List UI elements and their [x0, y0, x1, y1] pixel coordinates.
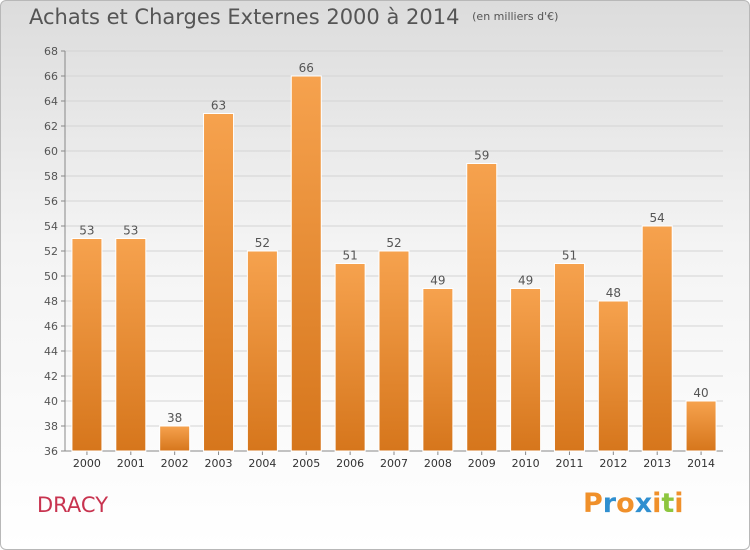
logo-letter: i — [674, 488, 684, 519]
chart-title-block: Achats et Charges Externes 2000 à 2014 (… — [29, 5, 558, 29]
data-label-2000: 53 — [79, 224, 94, 238]
y-tick-label: 36 — [44, 445, 58, 458]
data-label-2012: 48 — [606, 286, 621, 300]
x-tick-label-2012: 2012 — [599, 457, 627, 470]
chart-subtitle: (en milliers d'€) — [472, 10, 559, 23]
data-label-2011: 51 — [562, 249, 577, 263]
x-tick-label-2004: 2004 — [248, 457, 276, 470]
bar-2005 — [290, 75, 322, 452]
bars — [71, 75, 717, 452]
bar-2006 — [334, 263, 366, 452]
x-tick-label-2006: 2006 — [336, 457, 364, 470]
bar-2002 — [159, 425, 191, 452]
bar-2009 — [466, 163, 498, 452]
y-tick-label: 52 — [44, 245, 58, 258]
place-name: DRACY — [37, 493, 109, 517]
x-tick-label-2007: 2007 — [380, 457, 408, 470]
chart-title: Achats et Charges Externes 2000 à 2014 — [29, 5, 460, 29]
logo-letter: t — [661, 488, 675, 519]
x-tick-label-2002: 2002 — [161, 457, 189, 470]
bar-2011 — [553, 263, 585, 452]
proxiti-logo: Proxiti — [583, 488, 684, 519]
bar-2012 — [597, 300, 629, 452]
logo-letter: i — [652, 488, 662, 519]
y-tick-label: 58 — [44, 170, 58, 183]
y-tick-label: 60 — [44, 145, 58, 158]
y-tick-label: 44 — [44, 345, 58, 358]
logo-letter: o — [616, 488, 635, 519]
data-label-2010: 49 — [518, 274, 533, 288]
y-tick-label: 54 — [44, 220, 58, 233]
data-label-2007: 52 — [386, 236, 401, 250]
logo-letter: x — [634, 488, 653, 519]
bar-2008 — [422, 288, 454, 452]
x-tick-label-2010: 2010 — [512, 457, 540, 470]
bar-2013 — [641, 225, 673, 452]
y-tick-label: 46 — [44, 320, 58, 333]
data-label-2008: 49 — [430, 274, 445, 288]
bar-2010 — [510, 288, 542, 452]
x-tick-label-2011: 2011 — [555, 457, 583, 470]
bar-2004 — [246, 250, 278, 452]
data-label-2001: 53 — [123, 224, 138, 238]
y-tick-label: 48 — [44, 295, 58, 308]
y-tick-label: 64 — [44, 95, 58, 108]
data-label-2004: 52 — [255, 236, 270, 250]
x-tick-label-2001: 2001 — [117, 457, 145, 470]
y-tick-label: 42 — [44, 370, 58, 383]
logo-letter: r — [602, 488, 617, 519]
x-tick-label-2003: 2003 — [205, 457, 233, 470]
logo-letter: P — [583, 488, 603, 519]
y-tick-label: 50 — [44, 270, 58, 283]
bar-2014 — [685, 400, 717, 452]
data-label-2006: 51 — [342, 249, 357, 263]
data-label-2005: 66 — [299, 61, 314, 75]
y-tick-label: 40 — [44, 395, 58, 408]
data-label-2014: 40 — [693, 386, 708, 400]
data-label-2009: 59 — [474, 149, 489, 163]
bar-2007 — [378, 250, 410, 452]
x-tick-label-2013: 2013 — [643, 457, 671, 470]
y-tick-label: 62 — [44, 120, 58, 133]
bar-2001 — [115, 238, 147, 452]
x-tick-label-2014: 2014 — [687, 457, 715, 470]
y-tick-label: 66 — [44, 70, 58, 83]
bar-2000 — [71, 238, 103, 452]
data-label-2013: 54 — [650, 211, 665, 225]
bar-2003 — [203, 113, 235, 452]
labels: 36 38 40 42 44 46 48 50 52 54 56 58 60 62 64 66 68 53 2000… — [44, 45, 715, 470]
x-tick-label-2005: 2005 — [292, 457, 320, 470]
x-tick-label-2000: 2000 — [73, 457, 101, 470]
y-tick-label: 68 — [44, 45, 58, 58]
data-label-2003: 63 — [211, 99, 226, 113]
x-tick-label-2008: 2008 — [424, 457, 452, 470]
x-tick-label-2009: 2009 — [468, 457, 496, 470]
y-tick-label: 56 — [44, 195, 58, 208]
data-label-2002: 38 — [167, 411, 182, 425]
y-tick-label: 38 — [44, 420, 58, 433]
